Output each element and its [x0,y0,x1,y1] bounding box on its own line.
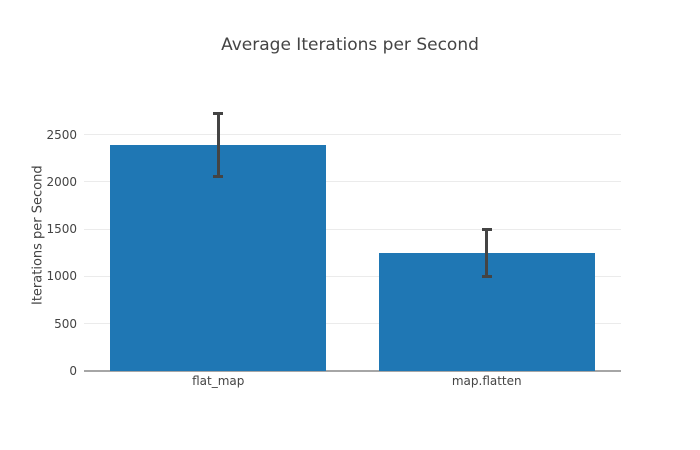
y-tick-label-2500: 2500 [46,127,77,142]
gridline-1000 [84,275,621,277]
error-bar-cap-top [213,112,224,116]
x-axis-line [84,370,621,372]
error-bar-cap-bottom [481,274,492,278]
error-bar-line [485,227,489,278]
gridline-2500 [84,134,621,136]
gridline-1500 [84,228,621,230]
x-tick-label-map-flatten: map.flatten [451,374,522,388]
y-tick-label-1000: 1000 [46,269,77,284]
plot-area [84,100,621,372]
error-bar-line [216,112,220,178]
y-tick-label-500: 500 [54,316,77,331]
y-tick-label-2000: 2000 [46,174,77,189]
chart-title: Average Iterations per Second [221,35,479,55]
gridline-500 [84,323,621,325]
bar-flat-map[interactable] [110,144,327,371]
error-bar-cap-top [481,227,492,231]
error-bar-cap-bottom [213,174,224,178]
x-tick-label-flat-map: flat_map [192,374,245,388]
gridline-2000 [84,181,621,183]
y-tick-label-0: 0 [69,364,77,378]
y-tick-label-1500: 1500 [46,222,77,237]
